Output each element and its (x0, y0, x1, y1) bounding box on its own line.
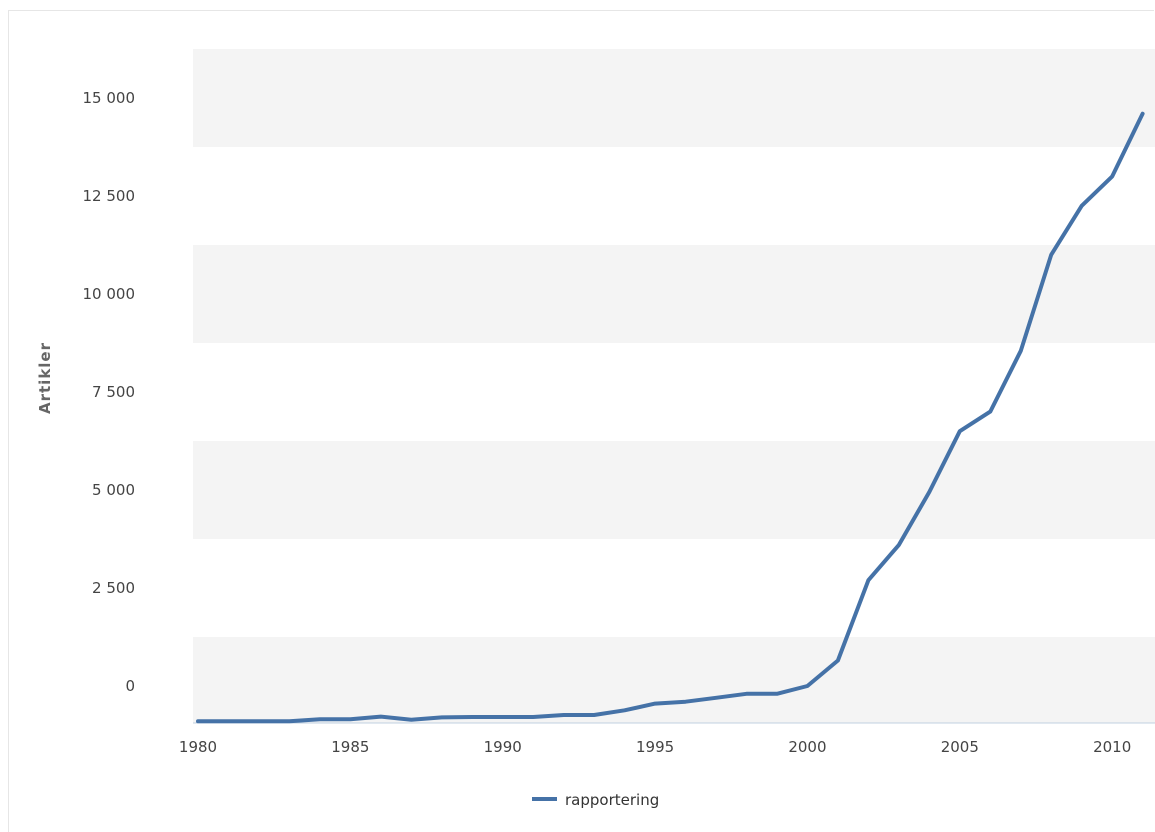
x-tick-label: 2000 (788, 738, 826, 756)
x-tick-label: 1995 (636, 738, 674, 756)
plot-band (193, 49, 1155, 147)
x-tick-label: 2010 (1093, 738, 1131, 756)
x-tick-label: 1985 (331, 738, 369, 756)
plot-bands (193, 49, 1155, 723)
legend-label: rapportering (565, 791, 659, 809)
plot-band (193, 637, 1155, 723)
x-axis-ticks: 1980 1985 1990 1995 2000 2005 2010 (179, 738, 1131, 756)
x-tick-label: 1980 (179, 738, 217, 756)
y-axis-title: Artikler (36, 342, 54, 414)
plot-band (193, 441, 1155, 539)
legend[interactable]: rapportering (532, 791, 659, 809)
x-tick-label: 1990 (484, 738, 522, 756)
y-tick-label: 10 000 (83, 285, 136, 303)
y-tick-label: 2 500 (92, 579, 135, 597)
series-layer (196, 111, 1145, 724)
y-tick-label: 0 (125, 677, 135, 695)
series-line-rapportering[interactable] (196, 111, 1145, 724)
plot-band (193, 245, 1155, 343)
legend-swatch (532, 797, 557, 801)
y-tick-label: 12 500 (83, 187, 136, 205)
x-tick-label: 2005 (941, 738, 979, 756)
chart-frame (8, 10, 1154, 832)
y-axis-ticks: 0 2 500 5 000 7 500 10 000 12 500 15 000 (83, 89, 136, 695)
y-tick-label: 5 000 (92, 481, 135, 499)
y-tick-label: 15 000 (83, 89, 136, 107)
y-tick-label: 7 500 (92, 383, 135, 401)
